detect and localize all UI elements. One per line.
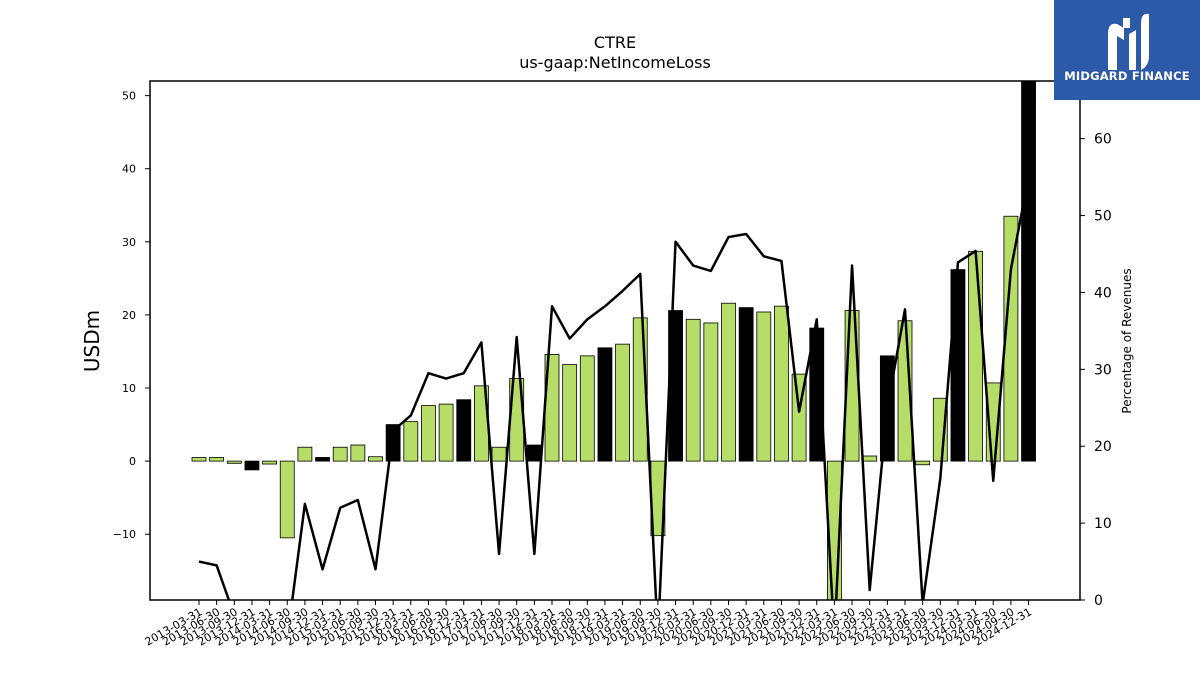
bar-2015-06-30 xyxy=(350,444,366,462)
percentage-line xyxy=(198,176,1030,600)
bar-2016-06-30 xyxy=(421,405,436,462)
bar-2020-12-31 xyxy=(738,307,754,462)
bar-2018-09-30 xyxy=(579,355,595,462)
bar-2020-06-30 xyxy=(703,322,719,462)
bar-2014-09-30 xyxy=(297,446,313,462)
y-tick-label: 10 xyxy=(122,382,136,395)
y2-axis-label: Percentage of Revenues xyxy=(1120,268,1134,413)
bar-2019-03-31 xyxy=(615,343,630,462)
y2-tick-label: 20 xyxy=(1094,439,1112,455)
midgard-m-logo-icon xyxy=(1108,13,1149,70)
bar-2020-03-31 xyxy=(685,318,701,462)
bars-layer xyxy=(191,80,1036,601)
bar-2013-03-31 xyxy=(191,457,207,462)
bar-2023-12-31 xyxy=(950,269,966,462)
bar-2021-03-31 xyxy=(756,311,772,462)
y-tick-label: 0 xyxy=(129,455,136,468)
midgard-finance-logo: MIDGARD FINANCE xyxy=(1054,0,1200,100)
bar-2017-06-30 xyxy=(491,446,507,462)
y-tick-label: 20 xyxy=(122,309,136,322)
y-tick-label: 30 xyxy=(122,236,136,249)
bar-2016-12-31 xyxy=(456,399,472,462)
bar-2024-03-31 xyxy=(968,250,983,462)
brand-name: MIDGARD FINANCE xyxy=(1064,69,1190,83)
bar-2013-06-30 xyxy=(209,457,225,462)
plot-frame xyxy=(149,80,1081,601)
bar-2024-12-31 xyxy=(1021,80,1036,462)
y-tick-label: 40 xyxy=(122,163,136,176)
bar-2016-03-31 xyxy=(403,421,419,462)
axes-layer: −100102030405001020304050602013-03-31201… xyxy=(113,80,1112,649)
bar-2015-09-30 xyxy=(368,456,383,462)
bar-2017-12-31 xyxy=(526,444,542,462)
bar-2013-12-31 xyxy=(244,460,260,471)
y-tick-label: −10 xyxy=(113,528,136,541)
y2-tick-label: 60 xyxy=(1094,132,1112,148)
chart-subtitle: us-gaap:NetIncomeLoss xyxy=(519,53,711,72)
y2-tick-label: 10 xyxy=(1094,516,1112,532)
chart-title: CTRE xyxy=(594,33,636,52)
bar-2018-06-30 xyxy=(562,364,578,462)
y-tick-label: 50 xyxy=(122,90,136,103)
bar-2022-09-30 xyxy=(862,455,878,462)
bar-2020-09-30 xyxy=(721,302,736,462)
bar-2015-03-31 xyxy=(332,446,348,462)
y-axis-label: USDm xyxy=(80,310,104,372)
bar-2018-12-31 xyxy=(597,347,613,462)
y2-tick-label: 40 xyxy=(1094,285,1112,301)
bar-2021-06-30 xyxy=(774,305,789,462)
bar-2016-09-30 xyxy=(438,403,454,462)
line-layer xyxy=(198,176,1030,600)
bar-2013-09-30 xyxy=(226,460,242,464)
bar-2023-06-30 xyxy=(915,460,931,466)
bar-2014-06-30 xyxy=(279,460,295,539)
y2-tick-label: 50 xyxy=(1094,209,1112,225)
bar-2014-03-31 xyxy=(262,460,278,465)
bar-2014-12-31 xyxy=(315,457,330,462)
y2-tick-label: 30 xyxy=(1094,362,1112,378)
y2-tick-label: 0 xyxy=(1094,593,1103,609)
